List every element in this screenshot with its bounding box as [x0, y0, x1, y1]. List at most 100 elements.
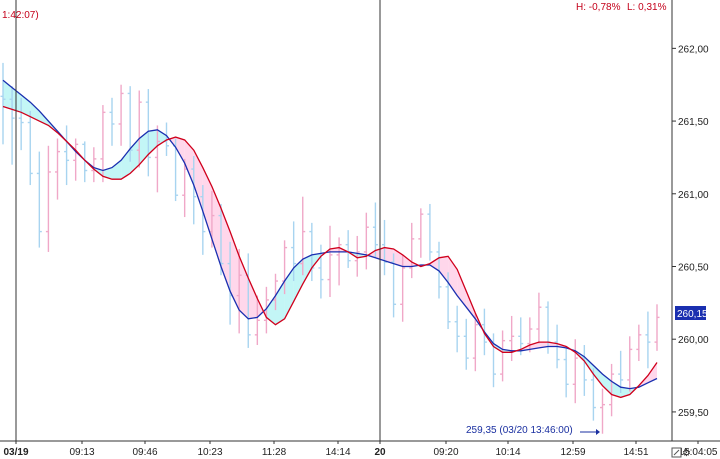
ma-band-segment: [221, 208, 231, 292]
x-tick-label: 10:23: [197, 447, 222, 458]
ohlc-bar: [55, 138, 60, 200]
moving-averages: [2, 79, 658, 399]
ma-band-segment: [184, 139, 194, 186]
ma-band-segment: [293, 259, 303, 302]
slow-ma-line: [2, 79, 658, 390]
ohlc-bar: [309, 222, 315, 282]
ohlc-bar: [572, 339, 578, 404]
x-tick-label: 09:13: [69, 447, 94, 458]
low-annotation-label: 259,35 (03/20 13:46:00): [466, 425, 573, 436]
y-tick-label: 260,00: [678, 335, 709, 346]
ohlc-bar: [618, 350, 624, 394]
low-change-label: L: 0,31%: [627, 2, 667, 13]
y-axis: 262,00 261,50 261,00 260,50 260,00 259,50: [671, 0, 709, 441]
ma-band-segment: [593, 365, 603, 386]
ma-band-segment: [402, 254, 412, 267]
ohlc-bar: [27, 110, 33, 186]
ohlc-bar: [563, 347, 569, 398]
low-annotation-arrowhead: [596, 429, 600, 435]
ohlc-bar: [82, 141, 88, 183]
ohlc-bar: [91, 147, 97, 183]
ohlc-bar: [345, 230, 351, 268]
ohlc-bar: [500, 330, 506, 382]
ohlc-bar: [300, 196, 306, 276]
fast-ma-line: [2, 105, 658, 399]
ohlc-bar: [263, 286, 269, 334]
session-separators: [15, 0, 381, 441]
ohlc-bar: [427, 203, 433, 261]
ohlc-bar: [627, 336, 633, 392]
ma-band-segment: [193, 150, 203, 212]
ohlc-bar: [200, 185, 206, 255]
ohlc-bar: [327, 225, 333, 298]
high-change-label: H: -0,78%: [576, 2, 621, 13]
current-price-label: 260,15: [677, 309, 708, 320]
ma-band-segment: [548, 342, 558, 347]
ohlc-bar: [600, 388, 605, 434]
x-tick-label: 03/19: [3, 447, 28, 458]
ohlc-bar: [527, 317, 533, 353]
ma-band-segment: [121, 148, 131, 180]
x-tick-label: 09:20: [433, 447, 458, 458]
ohlc-bar: [73, 138, 79, 181]
ma-band-segment: [175, 137, 185, 164]
ohlc-bars: [0, 62, 660, 434]
ohlc-bar: [118, 84, 124, 146]
ma-band-segment: [429, 257, 439, 271]
y-tick-label: 262,00: [678, 44, 709, 55]
ohlc-bar: [273, 273, 278, 311]
ohlc-bar: [9, 86, 15, 165]
ohlc-bar: [472, 313, 478, 372]
ohlc-bar: [236, 249, 242, 334]
ma-band-segment: [148, 129, 158, 155]
y-tick-label: 259,50: [678, 408, 709, 419]
ohlc-bar: [354, 235, 360, 277]
ohlc-bar: [509, 315, 515, 362]
ohlc-bar: [336, 237, 342, 286]
ma-band-segment: [302, 254, 312, 284]
x-tick-label: 09:46: [132, 447, 157, 458]
ma-band-segment: [239, 256, 249, 319]
x-tick-label: 14:51: [623, 447, 648, 458]
ma-band-segment: [30, 102, 40, 122]
ohlc-bar: [409, 222, 415, 279]
ohlc-bar: [145, 89, 151, 177]
ohlc-bar: [191, 155, 197, 225]
ma-band-segment: [3, 80, 13, 110]
settings-icon[interactable]: ⚙: [682, 448, 691, 459]
ohlc-bar: [100, 105, 106, 183]
toolbar-icons: ⚙: [671, 447, 691, 459]
ohlc-bar: [536, 292, 542, 344]
ohlc-bar: [0, 62, 6, 145]
x-tick-label: 10:14: [495, 447, 520, 458]
x-tick-label: 14:14: [325, 447, 350, 458]
ohlc-bar: [636, 324, 642, 362]
y-tick-label: 260,50: [678, 262, 709, 273]
y-tick-label: 261,00: [678, 190, 709, 201]
ma-band-segment: [439, 256, 449, 283]
ohlc-bar: [654, 304, 660, 351]
ma-band-segment: [130, 138, 140, 174]
current-price-box: [675, 306, 706, 320]
header-time-label: 1:42:07): [2, 10, 39, 21]
ma-band-segment: [602, 374, 612, 395]
ma-band-segment: [202, 167, 212, 239]
ohlc-bar: [418, 208, 424, 258]
x-tick-label: 12:59: [560, 447, 585, 458]
ma-band-segment: [248, 278, 258, 319]
ohlc-bar: [45, 145, 51, 252]
ma-band-segment: [112, 160, 122, 180]
ohlc-bar: [291, 221, 297, 282]
ma-band-segment: [384, 247, 394, 264]
ohlc-bar: [154, 125, 160, 193]
ma-band-segment: [529, 342, 539, 350]
ohlc-bar: [609, 363, 615, 417]
ohlc-bar: [254, 295, 260, 346]
ohlc-bar: [590, 368, 596, 421]
low-price-annotation: 259,35 (03/20 13:46:00): [466, 425, 600, 436]
ohlc-bar: [463, 318, 469, 370]
x-tick-label: 15:04:05: [679, 447, 718, 458]
ohlc-bar: [36, 151, 42, 248]
ohlc-bar: [454, 305, 460, 353]
